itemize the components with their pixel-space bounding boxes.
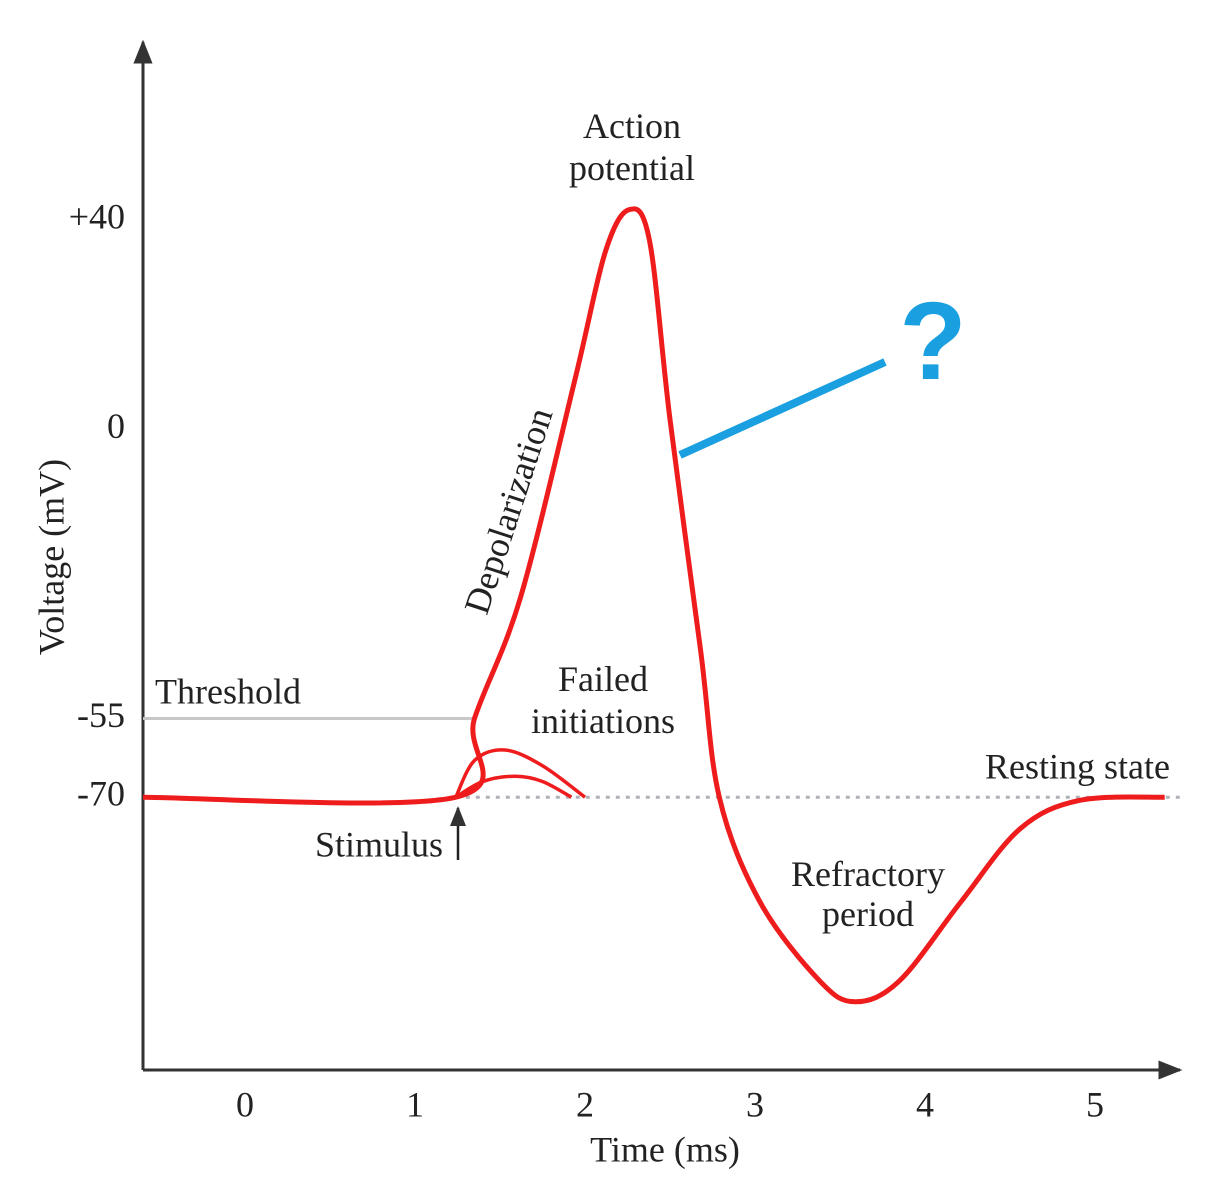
line bbox=[454, 774, 573, 799]
x-tick-label: 3 bbox=[746, 1084, 764, 1124]
annotation: Failed initiations bbox=[531, 659, 675, 741]
y-tick-label: 0 bbox=[107, 406, 125, 446]
annotation: Resting state bbox=[985, 746, 1170, 786]
x-tick-label: 2 bbox=[576, 1084, 594, 1124]
y-axis-label: Voltage (mV) bbox=[31, 459, 71, 655]
line bbox=[142, 206, 1165, 1005]
x-tick-label: 1 bbox=[406, 1084, 424, 1124]
annotation-line: initiations bbox=[531, 701, 675, 741]
annotation-line: Refractory bbox=[791, 854, 945, 894]
line bbox=[454, 748, 587, 799]
question-mark: ? bbox=[899, 280, 966, 403]
annotation-line: period bbox=[822, 894, 914, 934]
y-tick-label: -55 bbox=[77, 695, 125, 735]
x-tick-label: 4 bbox=[916, 1084, 934, 1124]
annotation: Action potential bbox=[569, 106, 695, 188]
x-tick-label: 0 bbox=[236, 1084, 254, 1124]
annotation-line: Failed bbox=[558, 659, 648, 699]
annotation: Threshold bbox=[155, 671, 301, 711]
annotation-pointer bbox=[678, 358, 887, 459]
annotation-line: potential bbox=[569, 148, 695, 188]
x-tick-label: 5 bbox=[1086, 1084, 1104, 1124]
annotation-line: Action bbox=[583, 106, 681, 146]
x-axis-label: Time (ms) bbox=[590, 1129, 740, 1169]
y-tick-label: -70 bbox=[77, 773, 125, 813]
y-tick-label: +40 bbox=[69, 196, 125, 236]
annotation: Refractory period bbox=[791, 854, 945, 934]
annotation: Stimulus bbox=[315, 824, 443, 864]
